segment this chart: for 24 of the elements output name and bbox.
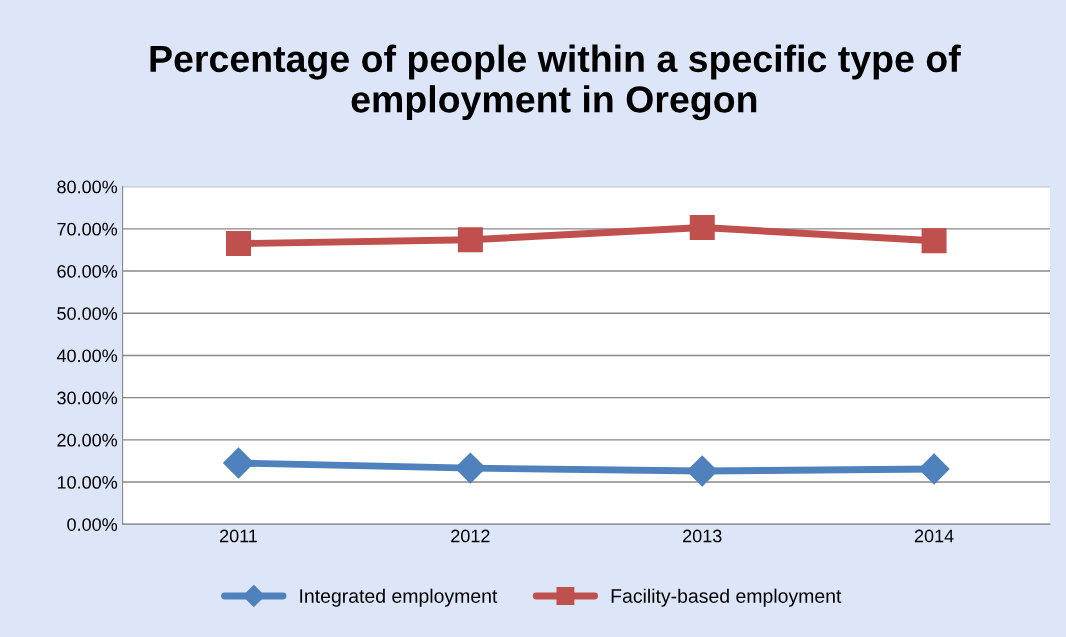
point (454, 452, 486, 484)
y-tick-label: 30.00% (57, 391, 118, 405)
y-tick-label: 0.00% (67, 518, 118, 531)
point (686, 455, 718, 487)
y-tick-label: 80.00% (57, 180, 118, 194)
y-tick-label: 70.00% (57, 222, 118, 236)
y-tick-label: 60.00% (57, 264, 118, 278)
point (918, 453, 950, 485)
chart-title: Percentage of people within a specific type of employment in Oregon (150, 44, 961, 121)
y-tick-label: 40.00% (56, 349, 118, 363)
legend-label: Integrated employment (300, 588, 498, 607)
point (921, 228, 947, 254)
legend-label: Facility-based employment (611, 588, 842, 607)
y-tick-label: 50.00% (57, 307, 118, 320)
x-tick-label: 2011 (220, 529, 258, 543)
point (457, 227, 483, 253)
x-tick-label: 2014 (914, 529, 954, 543)
point (223, 447, 254, 479)
x-tick-label: 2013 (683, 529, 722, 543)
y-tick-label: 10.00% (57, 475, 118, 489)
y-tick-label: 20.00% (57, 433, 118, 447)
x-tick-label: 2012 (451, 529, 490, 543)
point (689, 215, 715, 241)
point (226, 231, 252, 257)
